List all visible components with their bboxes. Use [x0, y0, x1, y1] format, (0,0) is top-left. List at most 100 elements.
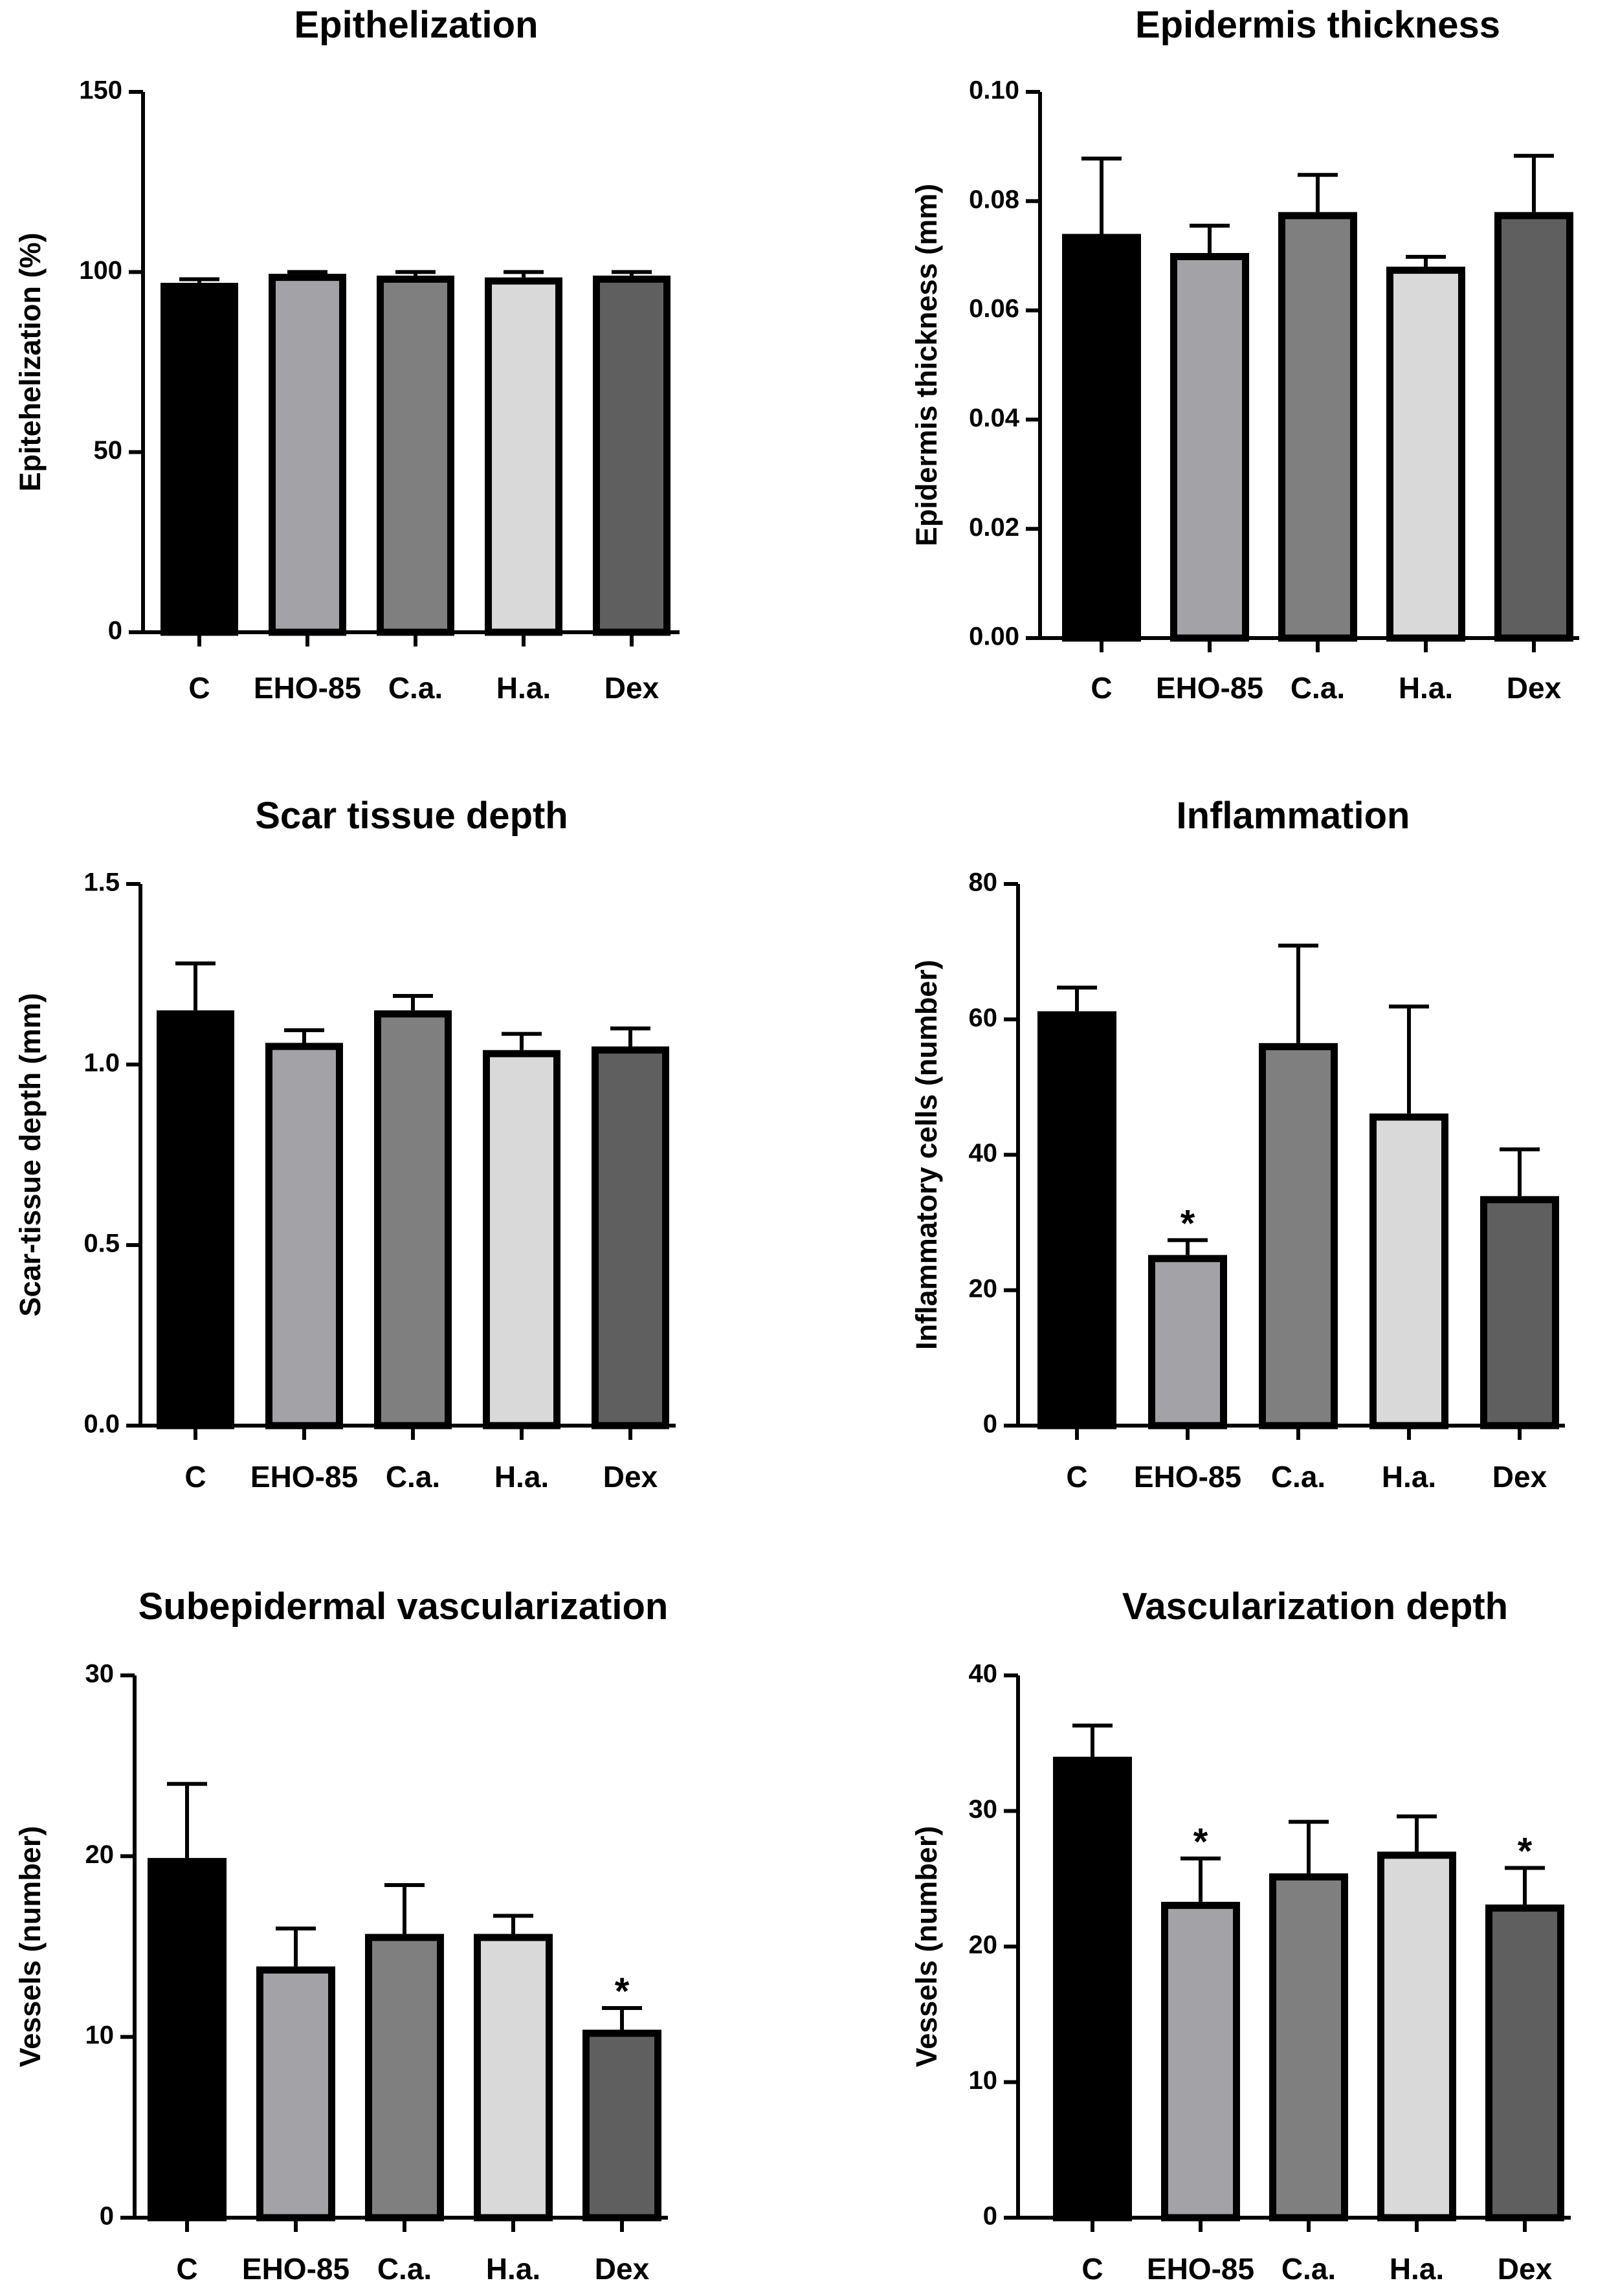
chart-6-bar-eho-85 [1161, 1901, 1240, 2222]
chart-3-category-label: C.a. [386, 1460, 440, 1494]
chart-3: Scar tissue depth Scar-tissue depth (mm) C… [14, 795, 676, 1494]
chart-2-category-label: H.a. [1399, 671, 1453, 705]
chart-1-bar-eho-85 [269, 274, 346, 636]
chart-4-y-tick-label: 0 [983, 1410, 997, 1439]
chart-5-bar-dex [582, 2029, 661, 2222]
chart-6-y-axis-label: Vessels (number) [910, 1826, 943, 2068]
chart-4-bar-dex [1480, 1196, 1559, 1429]
chart-6-title: Vascularization depth [1122, 1585, 1508, 1628]
chart-6-category-label: C [1081, 2252, 1103, 2286]
chart-3-bar-ca [374, 1010, 452, 1429]
chart-1: Epithelization Epitehelization (%) C EHO-85… [14, 4, 680, 705]
chart-2: Epidermis thickness Epidermis thickness (… [910, 4, 1579, 705]
chart-4: Inflammation Inflammatory cells (number) C… [910, 795, 1565, 1494]
chart-6-bar-c [1053, 1756, 1132, 2222]
chart-4-title: Inflammation [1177, 795, 1410, 837]
chart-6-category-label: H.a. [1390, 2252, 1444, 2286]
chart-3-y-tick-label: 1.5 [83, 868, 120, 897]
chart-4-y-tick-label: 20 [969, 1274, 998, 1303]
chart-6-category-label: C.a. [1281, 2252, 1336, 2286]
chart-3-y-tick-label: 1.0 [83, 1049, 120, 1077]
chart-1-bar-c [161, 283, 238, 636]
chart-2-y-tick-label: 0.10 [969, 76, 1019, 105]
chart-3-bar-dex [592, 1046, 669, 1429]
chart-3-y-axis-label: Scar-tissue depth (mm) [14, 993, 47, 1316]
chart-1-y-tick-label: 0 [108, 617, 122, 645]
chart-6-category-label: Dex [1498, 2252, 1553, 2286]
chart-5-y-tick-label: 0 [100, 2202, 114, 2231]
chart-3-title: Scar tissue depth [255, 795, 568, 837]
chart-5-y-tick-label: 20 [85, 1840, 115, 1869]
chart-5-significance-marker: * [615, 1970, 630, 2013]
chart-5-y-axis-label: Vessels (number) [14, 1826, 47, 2068]
chart-2-y-tick-label: 0.06 [969, 294, 1019, 323]
chart-4-category-label: C [1066, 1460, 1087, 1494]
chart-4-significance-marker: * [1180, 1202, 1195, 1244]
chart-2-bar-ha [1386, 267, 1465, 642]
chart-2-y-tick-label: 0.04 [969, 404, 1020, 432]
chart-5-bar-ha [474, 1934, 553, 2222]
chart-2-category-label: C.a. [1291, 671, 1345, 705]
chart-4-y-tick-label: 60 [969, 1004, 998, 1032]
chart-6-y-tick-label: 30 [969, 1795, 998, 1824]
chart-2-title: Epidermis thickness [1135, 4, 1500, 46]
chart-5-bar-ca [365, 1934, 444, 2222]
chart-1-category-label: C.a. [388, 671, 443, 705]
chart-6-y-tick-label: 10 [969, 2066, 998, 2095]
chart-5-title: Subepidermal vascularization [139, 1585, 669, 1628]
chart-1-category-label: EHO-85 [254, 671, 361, 705]
chart-2-bar-ca [1278, 212, 1357, 642]
chart-6-bar-ha [1377, 1851, 1456, 2222]
chart-4-bar-eho-85 [1148, 1255, 1227, 1429]
chart-4-bar-ha [1369, 1113, 1448, 1429]
chart-2-bar-eho-85 [1170, 252, 1249, 642]
chart-3-y-tick-label: 0.5 [83, 1230, 120, 1258]
chart-6-category-label: EHO-85 [1147, 2252, 1254, 2286]
chart-2-y-tick-label: 0.02 [969, 513, 1019, 542]
chart-5-bar-eho-85 [256, 1966, 335, 2222]
chart-1-y-axis-label: Epitehelization (%) [14, 232, 47, 491]
chart-5-category-label: C.a. [377, 2252, 432, 2286]
chart-1-category-label: Dex [604, 671, 659, 705]
chart-2-category-label: Dex [1507, 671, 1562, 705]
chart-1-y-tick-label: 50 [94, 436, 123, 465]
chart-3-bar-c [157, 1010, 234, 1429]
chart-6-bar-dex [1485, 1904, 1564, 2222]
chart-2-category-label: C [1091, 671, 1112, 705]
chart-6-y-tick-label: 0 [983, 2202, 997, 2231]
chart-4-category-label: C.a. [1271, 1460, 1325, 1494]
chart-3-bar-eho-85 [265, 1043, 343, 1429]
chart-1-bar-ha [485, 277, 562, 636]
chart-2-bar-dex [1494, 212, 1573, 642]
chart-6-significance-marker: * [1193, 1821, 1208, 1863]
chart-4-category-label: H.a. [1382, 1460, 1436, 1494]
chart-1-bar-dex [593, 275, 671, 636]
chart-1-bar-ca [377, 275, 454, 636]
chart-5-y-tick-label: 30 [85, 1660, 115, 1688]
chart-6-significance-marker: * [1518, 1830, 1533, 1872]
chart-4-y-axis-label: Inflammatory cells (number) [910, 960, 943, 1350]
chart-2-y-tick-label: 0.00 [969, 623, 1019, 651]
chart-4-category-label: Dex [1492, 1460, 1547, 1494]
chart-3-category-label: Dex [603, 1460, 658, 1494]
chart-4-bar-c [1037, 1011, 1116, 1429]
chart-5-category-label: Dex [595, 2252, 650, 2286]
chart-6: Vascularization depth Vessels (number) C EH… [910, 1585, 1571, 2286]
chart-2-y-tick-label: 0.08 [969, 185, 1019, 214]
chart-2-category-label: EHO-85 [1156, 671, 1263, 705]
chart-6-y-tick-label: 40 [969, 1660, 998, 1688]
chart-1-y-tick-label: 100 [79, 256, 122, 285]
chart-5-category-label: C [176, 2252, 197, 2286]
chart-1-category-label: H.a. [496, 671, 551, 705]
chart-4-bar-ca [1259, 1043, 1338, 1429]
chart-5-bar-c [148, 1858, 227, 2222]
chart-3-category-label: H.a. [494, 1460, 549, 1494]
chart-2-bar-c [1062, 234, 1141, 642]
chart-5-category-label: EHO-85 [242, 2252, 349, 2286]
chart-3-category-label: EHO-85 [250, 1460, 358, 1494]
chart-4-y-tick-label: 80 [969, 868, 998, 897]
chart-1-title: Epithelization [294, 4, 538, 46]
chart-5-y-tick-label: 10 [85, 2021, 115, 2049]
chart-5: Subepidermal vascularization Vessels (num… [14, 1585, 668, 2286]
